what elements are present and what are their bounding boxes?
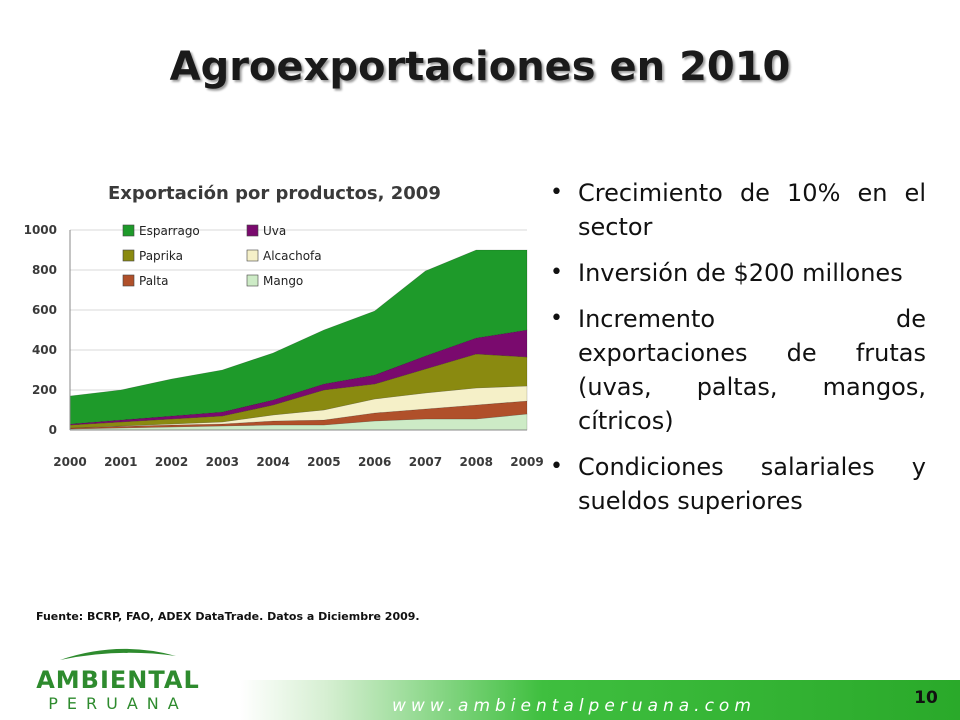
legend-label: Palta — [139, 274, 168, 288]
chart-axes — [69, 230, 527, 431]
x-tick-label: 2006 — [358, 455, 391, 469]
website-link[interactable]: www.ambientalperuana.com — [392, 696, 756, 716]
x-tick-label: 2004 — [256, 455, 289, 469]
bullet-item: Condiciones salariales y sueldos superio… — [548, 450, 926, 518]
logo-text-main: AMBIENTAL — [36, 666, 200, 694]
x-tick-labels: 2000 2001 2002 2003 2004 2005 2006 2007 2008 2009 — [53, 455, 543, 469]
area-series-paprika — [69, 353, 528, 429]
legend-swatch — [122, 249, 135, 262]
area-series-alcachofa — [69, 385, 528, 429]
legend-label: Esparrago — [139, 224, 200, 238]
x-tick-label: 2008 — [460, 455, 493, 469]
y-tick-label: 600 — [32, 303, 57, 317]
stacked-area-chart: Exportación por productos, 2009 0 200 400 6… — [24, 183, 544, 469]
bullet-item: Incremento de exportaciones de frutas (u… — [548, 302, 926, 438]
y-tick-labels: 0 200 400 600 800 1000 — [24, 223, 57, 437]
legend-swatch — [246, 249, 259, 262]
legend-swatch — [122, 274, 135, 287]
bullet-item: Crecimiento de 10% en el sector — [548, 176, 926, 244]
y-tick-label: 400 — [32, 343, 57, 357]
x-tick-label: 2007 — [409, 455, 442, 469]
legend-swatch — [246, 224, 259, 237]
legend-swatch — [122, 224, 135, 237]
y-tick-label: 1000 — [24, 223, 57, 237]
legend-label: Alcachofa — [263, 249, 322, 263]
x-tick-label: 2003 — [206, 455, 239, 469]
x-tick-label: 2001 — [104, 455, 137, 469]
slide-title: Agroexportaciones en 2010 — [169, 44, 791, 90]
bullet-list: Crecimiento de 10% en el sector Inversió… — [548, 176, 926, 530]
logo-swoosh-icon — [60, 648, 176, 660]
x-tick-label: 2005 — [307, 455, 340, 469]
logo-text-sub: PERUANA — [48, 694, 188, 713]
company-logo: AMBIENTAL PERUANA — [18, 642, 218, 718]
x-tick-label: 2002 — [155, 455, 188, 469]
y-tick-label: 0 — [49, 423, 57, 437]
bullet-item: Inversión de $200 millones — [548, 256, 926, 290]
page-number: 10 — [914, 688, 938, 708]
chart-areas — [69, 249, 528, 431]
y-tick-label: 800 — [32, 263, 57, 277]
y-tick-label: 200 — [32, 383, 57, 397]
x-tick-label: 2009 — [510, 455, 543, 469]
legend-label: Mango — [263, 274, 303, 288]
legend-label: Paprika — [139, 249, 183, 263]
x-tick-label: 2000 — [53, 455, 86, 469]
source-note: Fuente: BCRP, FAO, ADEX DataTrade. Datos… — [36, 610, 420, 623]
chart-legend: Esparrago Uva Paprika Alcachofa Palta Mango — [122, 224, 322, 288]
legend-label: Uva — [263, 224, 286, 238]
chart-title: Exportación por productos, 2009 — [108, 183, 441, 204]
area-series-esparrago — [69, 249, 528, 425]
footer-bar — [240, 680, 960, 720]
legend-swatch — [246, 274, 259, 287]
